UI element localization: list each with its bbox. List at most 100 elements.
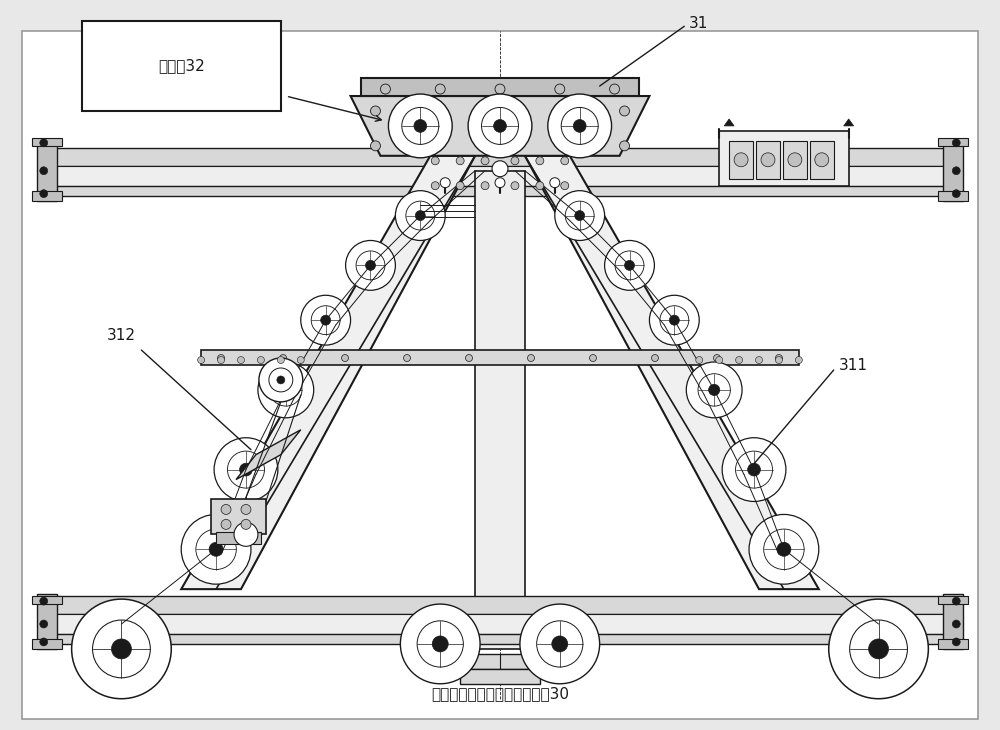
Circle shape — [431, 157, 439, 165]
Circle shape — [952, 597, 960, 605]
Circle shape — [575, 210, 585, 220]
Circle shape — [952, 190, 960, 198]
Circle shape — [346, 240, 395, 291]
Circle shape — [495, 177, 505, 188]
Circle shape — [511, 182, 519, 190]
Bar — [440, 654, 560, 669]
Circle shape — [756, 356, 762, 364]
Circle shape — [380, 84, 390, 94]
Bar — [943, 141, 963, 201]
Polygon shape — [181, 155, 475, 589]
Circle shape — [388, 94, 452, 158]
Circle shape — [696, 356, 703, 364]
Circle shape — [218, 356, 225, 364]
Circle shape — [432, 636, 448, 652]
Circle shape — [952, 620, 960, 628]
Circle shape — [494, 120, 506, 132]
Circle shape — [620, 106, 630, 116]
Circle shape — [495, 84, 505, 94]
Circle shape — [280, 355, 287, 361]
Text: 312: 312 — [107, 328, 136, 342]
Bar — [37, 594, 57, 649]
Circle shape — [815, 153, 829, 166]
Circle shape — [775, 356, 782, 364]
Circle shape — [620, 141, 630, 151]
Circle shape — [734, 153, 748, 166]
Circle shape — [605, 240, 654, 291]
Circle shape — [40, 620, 48, 628]
Circle shape — [301, 295, 351, 345]
Polygon shape — [724, 119, 734, 126]
Circle shape — [241, 520, 251, 529]
Circle shape — [209, 542, 223, 556]
Circle shape — [404, 355, 411, 361]
Bar — [52, 148, 948, 166]
Bar — [938, 596, 968, 604]
Bar — [756, 141, 780, 179]
Circle shape — [40, 166, 48, 174]
Bar — [361, 78, 639, 96]
Circle shape — [468, 94, 532, 158]
Circle shape — [440, 177, 450, 188]
Circle shape — [788, 153, 802, 166]
Circle shape — [241, 504, 251, 515]
Bar — [52, 596, 948, 614]
Bar — [52, 614, 948, 634]
Circle shape — [456, 157, 464, 165]
Circle shape — [550, 177, 560, 188]
Circle shape — [761, 153, 775, 166]
Text: 控制剈32: 控制剈32 — [158, 58, 205, 74]
Circle shape — [456, 182, 464, 190]
Circle shape — [258, 362, 314, 418]
Text: 311: 311 — [839, 358, 868, 372]
Circle shape — [713, 355, 720, 361]
Bar — [32, 138, 62, 146]
Circle shape — [321, 315, 331, 325]
Circle shape — [520, 604, 600, 684]
Circle shape — [111, 639, 131, 659]
Circle shape — [610, 84, 620, 94]
Circle shape — [573, 120, 586, 132]
Circle shape — [259, 358, 303, 402]
Circle shape — [40, 139, 48, 147]
Circle shape — [952, 166, 960, 174]
Bar — [938, 138, 968, 146]
Circle shape — [277, 356, 284, 364]
Bar — [32, 191, 62, 201]
Circle shape — [686, 362, 742, 418]
Polygon shape — [236, 430, 301, 480]
Bar — [52, 185, 948, 196]
Circle shape — [221, 504, 231, 515]
Bar — [82, 21, 281, 111]
Circle shape — [414, 120, 427, 132]
Text: 31: 31 — [689, 16, 709, 31]
Bar — [52, 634, 948, 644]
Circle shape — [552, 636, 568, 652]
Circle shape — [869, 639, 889, 659]
Circle shape — [555, 84, 565, 94]
Circle shape — [466, 355, 472, 361]
Circle shape — [370, 141, 380, 151]
Bar — [52, 166, 948, 185]
Circle shape — [669, 315, 679, 325]
Circle shape — [435, 84, 445, 94]
Circle shape — [481, 182, 489, 190]
Bar — [32, 639, 62, 649]
Circle shape — [342, 355, 349, 361]
Circle shape — [492, 161, 508, 177]
Polygon shape — [844, 119, 854, 126]
Circle shape — [366, 261, 375, 270]
Circle shape — [536, 157, 544, 165]
Polygon shape — [525, 155, 819, 589]
Bar — [475, 171, 525, 649]
Circle shape — [280, 384, 291, 396]
Bar — [32, 596, 62, 604]
Bar — [211, 499, 266, 534]
Text: 起重设备的电缆收揾控制系统30: 起重设备的电缆收揾控制系统30 — [431, 686, 569, 702]
Circle shape — [722, 438, 786, 502]
Circle shape — [775, 355, 782, 361]
Bar — [783, 141, 807, 179]
Circle shape — [481, 157, 489, 165]
Bar — [729, 141, 753, 179]
Bar — [37, 141, 57, 201]
